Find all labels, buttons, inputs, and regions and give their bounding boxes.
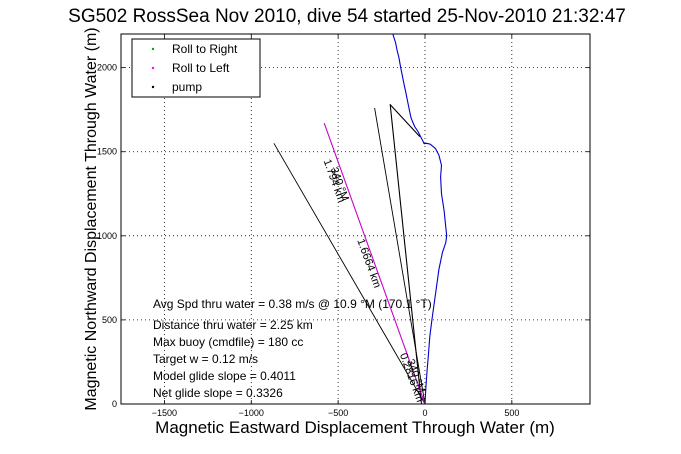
annotation-max-buoy: Max buoy (cmdfile) = 180 cc	[153, 335, 303, 349]
y-tick-label: 1500	[97, 147, 117, 157]
annotation-avg-speed: Avg Spd thru water = 0.38 m/s @ 10.9 °M …	[153, 297, 432, 311]
y-tick-label: 1000	[97, 231, 117, 241]
y-ticks: 0 500 1000 1500 2000	[97, 63, 590, 409]
x-tick-label: −500	[328, 408, 348, 418]
legend: Roll to Right Roll to Left pump	[131, 38, 261, 98]
x-axis-label: Magnetic Eastward Displacement Through W…	[155, 418, 555, 437]
y-axis-label: Magnetic Northward Displacement Through …	[83, 27, 100, 410]
legend-marker-roll-left	[151, 66, 155, 70]
annotation-model-glide: Model glide slope = 0.4011	[153, 369, 296, 383]
x-tick-label: 500	[504, 408, 519, 418]
x-tick-label: −1000	[239, 408, 264, 418]
annotation-distance: Distance thru water = 2.25 km	[153, 318, 313, 332]
legend-marker-roll-right	[151, 47, 155, 51]
legend-label-roll-right: Roll to Right	[172, 42, 238, 56]
series-track	[323, 122, 426, 405]
series-track	[389, 104, 423, 405]
y-tick-label: 500	[102, 315, 117, 325]
x-tick-label: 0	[422, 408, 427, 418]
stats-annotations: Avg Spd thru water = 0.38 m/s @ 10.9 °M …	[153, 297, 432, 400]
annotation-target-w: Target w = 0.12 m/s	[153, 352, 258, 366]
grid-lines	[121, 34, 590, 404]
legend-marker-pump	[151, 85, 155, 89]
reference-line	[273, 143, 426, 405]
legend-label-roll-left: Roll to Left	[172, 61, 230, 75]
y-tick-label: 0	[112, 399, 117, 409]
annotation-net-glide: Net glide slope = 0.3326	[153, 386, 283, 400]
y-tick-label: 2000	[97, 63, 117, 73]
series-tracks	[323, 33, 448, 405]
chart-title: SG502 RossSea Nov 2010, dive 54 started …	[68, 6, 626, 27]
x-tick-label: −1500	[152, 408, 177, 418]
x-ticks: −1500 −1000 −500 0 500	[152, 34, 519, 418]
series-track	[392, 33, 448, 405]
legend-label-pump: pump	[172, 80, 202, 94]
